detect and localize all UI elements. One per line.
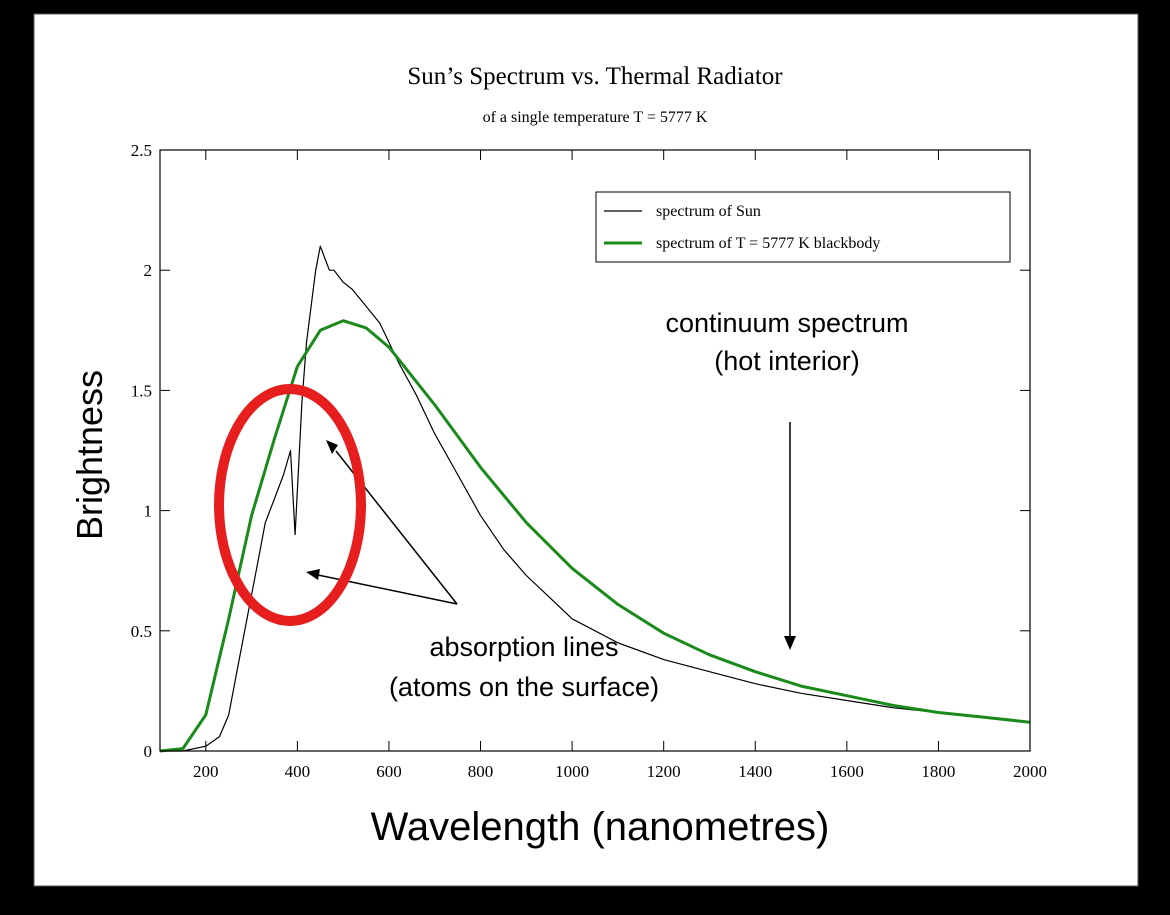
x-axis-label: Wavelength (nanometres) xyxy=(371,805,830,849)
legend: spectrum of Sun spectrum of T = 5777 K b… xyxy=(595,191,1011,263)
chart-subtitle: of a single temperature T = 5777 K xyxy=(483,109,708,126)
annotation-absorption-line-2: (atoms on the surface) xyxy=(389,672,659,702)
y-tick-label: 1 xyxy=(144,502,153,521)
x-tick-label: 1600 xyxy=(830,762,864,781)
x-tick-label: 2000 xyxy=(1013,762,1047,781)
annotation-absorption-arrowhead-upper xyxy=(326,440,338,454)
x-tick-label: 800 xyxy=(468,762,494,781)
x-tick-label: 1000 xyxy=(555,762,589,781)
annotation-absorption: absorption lines (atoms on the surface) xyxy=(306,440,659,702)
series-line-sun xyxy=(160,245,1031,752)
absorption-highlight-ellipse xyxy=(214,384,366,626)
y-axis-label: Brightness xyxy=(69,370,110,540)
axis-ticks: 200 400 600 800 1000 1200 1400 1600 1800 2000 0 0.5… xyxy=(131,141,1047,781)
annotation-continuum-line-1: continuum spectrum xyxy=(665,308,908,338)
y-tick-label: 2 xyxy=(144,261,153,280)
annotation-continuum: continuum spectrum (hot interior) xyxy=(665,308,909,650)
x-tick-label: 1400 xyxy=(738,762,772,781)
legend-box xyxy=(595,191,1011,263)
x-tick-label: 1200 xyxy=(647,762,681,781)
x-tick-label: 200 xyxy=(193,762,219,781)
y-tick-label: 1.5 xyxy=(131,381,152,400)
annotation-continuum-line-2: (hot interior) xyxy=(714,346,860,376)
x-tick-label: 600 xyxy=(376,762,402,781)
x-tick-label: 400 xyxy=(285,762,311,781)
page-background xyxy=(33,13,1139,887)
annotation-continuum-arrowhead xyxy=(784,636,796,650)
chart-title: Sun’s Spectrum vs. Thermal Radiator xyxy=(407,63,783,90)
legend-label-blackbody: spectrum of T = 5777 K blackbody xyxy=(656,235,880,252)
series-line-blackbody xyxy=(159,319,1031,753)
plot-frame xyxy=(159,149,1031,752)
y-tick-label: 0 xyxy=(144,742,153,761)
series-layer xyxy=(159,245,1031,753)
annotation-absorption-arrowhead-lower xyxy=(306,569,320,580)
legend-label-sun: spectrum of Sun xyxy=(656,203,761,220)
y-tick-label: 2.5 xyxy=(131,141,152,160)
annotation-absorption-line-1: absorption lines xyxy=(429,632,618,662)
y-tick-label: 0.5 xyxy=(131,622,152,641)
x-tick-label: 1800 xyxy=(921,762,955,781)
